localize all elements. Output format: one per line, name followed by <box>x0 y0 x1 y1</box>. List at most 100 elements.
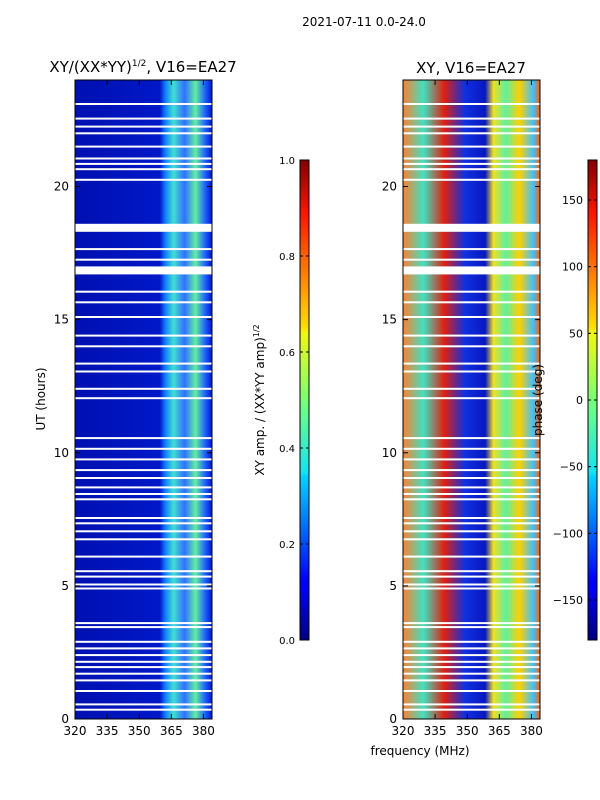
phase-colorbar-tick-label: 0 <box>576 394 583 407</box>
phase-gap-line <box>403 397 540 400</box>
phase-gap-line <box>403 522 540 525</box>
amplitude-gap-line <box>75 117 212 120</box>
phase-heatmap <box>403 80 540 719</box>
amplitude-x-tick-label: 350 <box>128 724 151 738</box>
amplitude-gap-line <box>75 622 212 625</box>
amplitude-gap-line <box>75 666 212 669</box>
amplitude-gap-line <box>75 469 212 472</box>
phase-x-tick-label: 350 <box>456 724 479 738</box>
phase-gap-line <box>403 157 540 160</box>
phase-gap-line <box>403 362 540 365</box>
amplitude-gap-line <box>75 290 212 293</box>
amplitude-axes-frame <box>74 79 213 720</box>
phase-gap-line <box>403 437 540 440</box>
phase-gap-line <box>403 690 540 692</box>
amplitude-gap-line <box>75 362 212 365</box>
phase-y-tick-label: 20 <box>382 180 397 194</box>
amplitude-colorbar-gradient <box>299 159 310 641</box>
phase-gap-line <box>403 370 540 373</box>
phase-x-tick-label: 365 <box>488 724 511 738</box>
phase-panel: XY, V16=EA27 320 335 350 365 380 0 5 10 15 20 fr… <box>370 59 542 758</box>
phase-x-tick-label: 320 <box>392 724 415 738</box>
amplitude-title-tail: , V16=EA27 <box>146 58 236 76</box>
amplitude-colorbar-tick-label: 0.8 <box>279 252 295 263</box>
phase-colorbar-tick-label: 150 <box>562 194 583 207</box>
amplitude-panel-title: XY/(XX*YY)1/2, V16=EA27 <box>49 58 236 76</box>
amplitude-gap-line <box>75 258 212 261</box>
phase-gap-line <box>403 345 540 348</box>
amplitude-gap-line <box>75 477 212 479</box>
amplitude-colorbar-ticks: 0.0 0.2 0.4 0.6 0.8 1.0 <box>279 156 309 647</box>
phase-colorbar: −150 −100 −50 0 50 100 150 phase (deg) <box>531 159 598 641</box>
amplitude-colorbar-tick-label: 1.0 <box>279 156 295 167</box>
amplitude-panel: XY/(XX*YY)1/2, V16=EA27 320 335 350 365 380 … <box>34 58 237 738</box>
amplitude-gap-line <box>75 530 212 533</box>
amplitude-data-gaps <box>75 103 212 711</box>
amplitude-y-axis: 0 5 10 15 20 <box>54 180 212 726</box>
phase-gap-line <box>403 679 540 682</box>
amplitude-heatmap <box>75 80 212 719</box>
amplitude-colorbar-tick-label: 0.4 <box>279 444 295 455</box>
phase-gap-line <box>403 103 540 105</box>
amplitude-gap-line <box>75 575 212 578</box>
amplitude-gap-line <box>75 248 212 251</box>
phase-colorbar-label: phase (deg) <box>531 364 545 436</box>
phase-panel-title: XY, V16=EA27 <box>416 59 526 77</box>
amplitude-gap-line <box>75 125 212 128</box>
phase-data-gaps <box>403 103 540 711</box>
phase-gap-line <box>403 117 540 120</box>
phase-colorbar-tick-label: 50 <box>569 327 583 340</box>
amplitude-x-tick-label: 320 <box>64 724 87 738</box>
amplitude-gap-line <box>75 517 212 519</box>
amplitude-gap-line <box>75 168 212 171</box>
amplitude-colorbar-tick-label: 0.2 <box>279 540 295 551</box>
phase-gap-line <box>403 647 540 650</box>
amplitude-gap-line <box>75 437 212 440</box>
phase-y-axis: 0 5 10 15 20 <box>382 180 540 726</box>
phase-gap-line <box>403 703 540 706</box>
amplitude-y-tick-label: 10 <box>54 446 69 460</box>
phase-gap-line <box>403 178 540 181</box>
phase-gap-line <box>403 145 540 148</box>
phase-y-tick-label: 5 <box>389 579 397 593</box>
amplitude-gap-line <box>75 370 212 373</box>
amplitude-gap-line <box>75 570 212 573</box>
amplitude-colorbar-label: XY amp. / (XX*YY amp)1/2 <box>252 324 267 475</box>
amplitude-gap-line <box>75 493 212 495</box>
amplitude-gap-line <box>75 345 212 348</box>
phase-gap-line <box>403 583 540 586</box>
amplitude-gap-line <box>75 640 212 643</box>
amplitude-y-tick-label: 20 <box>54 180 69 194</box>
phase-colorbar-tick-label: −150 <box>553 594 583 607</box>
amplitude-gap-line <box>75 157 212 160</box>
phase-x-tick-label: 335 <box>424 724 447 738</box>
phase-gap-line <box>403 458 540 461</box>
phase-gap-line <box>403 708 540 711</box>
phase-x-axis: 320 335 350 365 380 <box>392 80 543 738</box>
amplitude-gap-line <box>75 334 212 337</box>
phase-gap-line <box>403 570 540 573</box>
amplitude-gap-line <box>75 522 212 525</box>
amplitude-y-tick-label: 0 <box>61 712 69 726</box>
amplitude-gap-line <box>75 690 212 692</box>
amplitude-colorbar-tick-label: 0.6 <box>279 348 295 359</box>
phase-gap-line <box>403 248 540 251</box>
phase-gap-band <box>403 223 540 232</box>
amplitude-gap-line <box>75 654 212 657</box>
amplitude-gap-line <box>75 145 212 148</box>
phase-gap-line <box>403 132 540 135</box>
amplitude-gap-line <box>75 708 212 711</box>
amplitude-gap-line <box>75 486 212 489</box>
phase-y-tick-label: 0 <box>389 712 397 726</box>
amplitude-gap-line <box>75 679 212 682</box>
amplitude-x-axis: 320 335 350 365 380 <box>64 80 215 738</box>
phase-gap-line <box>403 125 540 128</box>
phase-gap-line <box>403 587 540 590</box>
amplitude-gap-line <box>75 387 212 390</box>
amplitude-y-tick-label: 5 <box>61 579 69 593</box>
phase-gap-line <box>403 666 540 669</box>
phase-colorbar-ticks: −150 −100 −50 0 50 100 150 <box>553 194 597 607</box>
amplitude-gap-line <box>75 703 212 706</box>
amplitude-gap-line <box>75 103 212 105</box>
